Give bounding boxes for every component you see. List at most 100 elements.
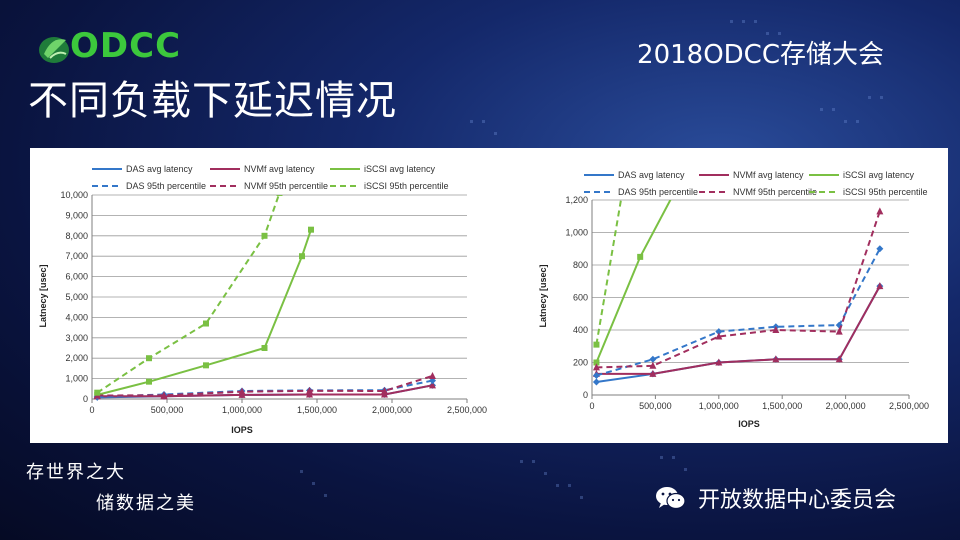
data-point (715, 332, 723, 340)
latency-chart-zoomed: DAS avg latency NVMf avg latency iSCSI a… (538, 170, 929, 429)
legend-label: iSCSI avg latency (843, 170, 915, 180)
chart-panel: DAS avg latency NVMf avg latency iSCSI a… (30, 148, 948, 443)
slogan-line-1: 存世界之大 (26, 462, 126, 483)
data-point (306, 390, 313, 398)
legend-label: DAS 95th percentile (618, 187, 698, 197)
legend-label: iSCSI avg latency (364, 164, 436, 174)
x-tick-label: 2,500,000 (889, 401, 929, 411)
data-point (261, 345, 268, 351)
y-tick-label: 4,000 (65, 312, 88, 322)
series-line (595, 200, 622, 345)
y-tick-label: 200 (573, 358, 588, 368)
data-point (876, 282, 884, 290)
data-point (772, 355, 780, 363)
x-tick-label: 0 (89, 405, 94, 415)
data-point (429, 371, 436, 379)
wechat-icon (656, 487, 686, 510)
y-tick-label: 600 (573, 293, 588, 303)
x-tick-label: 2,000,000 (372, 405, 412, 415)
legend-label: iSCSI 95th percentile (843, 187, 928, 197)
legend-label: DAS 95th percentile (126, 181, 206, 191)
y-tick-label: 0 (583, 390, 588, 400)
y-tick-label: 1,200 (565, 195, 588, 205)
data-point (160, 391, 168, 399)
series-line (596, 248, 881, 377)
legend-label: NVMf 95th percentile (733, 187, 817, 197)
series-line (595, 200, 672, 363)
y-axis-label: Latnecy [usec] (538, 264, 548, 327)
data-point (593, 341, 600, 348)
x-axis-label: IOPS (231, 425, 253, 435)
x-axis-label: IOPS (738, 419, 760, 429)
legend-label: NVMf avg latency (733, 170, 804, 180)
data-point (592, 372, 600, 379)
logo-text: ODCC (70, 26, 182, 66)
series-line (96, 195, 280, 394)
data-point (429, 381, 436, 389)
data-point (876, 207, 884, 215)
data-point (203, 320, 209, 327)
y-tick-label: 9,000 (65, 210, 88, 220)
legend: DAS avg latency NVMf avg latency iSCSI a… (92, 164, 449, 191)
y-tick-label: 400 (573, 325, 588, 335)
y-tick-label: 1,000 (65, 374, 88, 384)
y-tick-label: 10,000 (60, 190, 88, 200)
x-tick-label: 2,500,000 (447, 405, 487, 415)
data-point (649, 369, 657, 377)
y-tick-label: 2,000 (65, 353, 88, 363)
data-point (276, 195, 283, 196)
y-tick-label: 6,000 (65, 272, 88, 282)
data-point (308, 226, 314, 233)
x-tick-label: 0 (589, 401, 594, 411)
x-tick-label: 1,500,000 (762, 401, 802, 411)
legend-label: NVMf avg latency (244, 164, 315, 174)
data-point (238, 387, 246, 395)
y-tick-label: 5,000 (65, 292, 88, 302)
y-tick-label: 3,000 (65, 333, 88, 343)
data-point (381, 387, 388, 395)
data-point (94, 389, 101, 396)
data-point (715, 358, 723, 366)
data-point (649, 355, 657, 363)
odcc-leaf-logo-icon (39, 37, 69, 63)
y-tick-label: 8,000 (65, 231, 88, 241)
y-tick-label: 800 (573, 260, 588, 270)
series-line (97, 229, 312, 396)
data-point (146, 378, 152, 385)
data-point (637, 253, 644, 260)
data-point (649, 361, 657, 369)
data-point (593, 359, 600, 366)
x-tick-label: 500,000 (151, 405, 184, 415)
x-tick-label: 1,000,000 (699, 401, 739, 411)
y-tick-label: 0 (83, 394, 88, 404)
data-point (772, 326, 780, 333)
x-tick-label: 500,000 (639, 401, 672, 411)
series-line (596, 285, 881, 375)
series-line (596, 211, 881, 369)
data-point (715, 328, 723, 336)
data-point (203, 362, 209, 369)
y-tick-label: 7,000 (65, 251, 88, 261)
page-title: 不同负载下延迟情况 (28, 78, 397, 124)
y-axis-label: Latnecy [usec] (38, 264, 48, 327)
x-tick-label: 1,000,000 (222, 405, 262, 415)
data-point (621, 181, 627, 187)
y-tick-label: 1,000 (565, 228, 588, 238)
x-tick-label: 2,000,000 (826, 401, 866, 411)
data-point (299, 253, 305, 260)
event-title: 2018ODCC存储大会 (637, 40, 884, 70)
legend-label: iSCSI 95th percentile (364, 181, 449, 191)
legend-label: NVMf 95th percentile (244, 181, 328, 191)
data-point (835, 327, 843, 335)
data-point (592, 378, 600, 386)
data-point (592, 363, 600, 371)
x-tick-label: 1,500,000 (297, 405, 337, 415)
latency-chart-full: DAS avg latency NVMf avg latency iSCSI a… (38, 164, 487, 435)
legend-label: DAS avg latency (618, 170, 685, 180)
series-line (97, 374, 433, 397)
data-point (306, 386, 313, 394)
data-point (835, 355, 843, 363)
legend-label: DAS avg latency (126, 164, 193, 174)
